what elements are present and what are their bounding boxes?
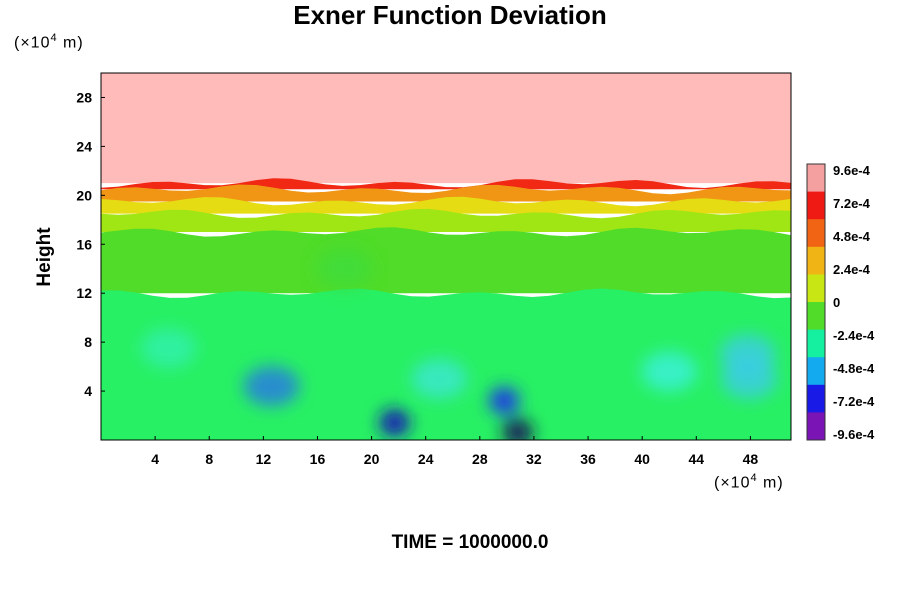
field-anomaly [641, 351, 698, 392]
y-axis-unit: (×104 m) [14, 32, 84, 52]
colorbar-swatch [807, 274, 825, 303]
y-tick-label: 4 [84, 383, 92, 399]
colorbar-swatch [807, 412, 825, 441]
colorbar: 9.6e-4 7.2e-4 4.8e-4 2.4e-4 0 -2.4e-4 -4.8e-4 -… [806, 163, 875, 442]
colorbar-label: 9.6e-4 [833, 163, 871, 178]
x-tick-label: 36 [580, 451, 596, 467]
x-tick-label: 40 [634, 451, 650, 467]
colorbar-swatch [807, 357, 825, 386]
field-layer [101, 227, 791, 294]
x-axis-unit: (×104 m) [714, 472, 784, 492]
field-layer [101, 196, 791, 214]
colorbar-swatch [807, 329, 825, 358]
field-anomaly [502, 418, 534, 440]
x-unit-exponent: 4 [750, 472, 758, 484]
colorbar-swatch [807, 219, 825, 248]
field-anomaly [411, 358, 468, 399]
colorbar-label: 4.8e-4 [833, 229, 871, 244]
colorbar-swatch [807, 246, 825, 275]
y-tick-label: 24 [76, 138, 92, 154]
colorbar-label: -2.4e-4 [833, 328, 875, 343]
x-unit-suffix: m) [757, 474, 784, 492]
colorbar-label: -4.8e-4 [833, 361, 875, 376]
x-tick-label: 24 [418, 451, 434, 467]
field-anomaly [140, 328, 197, 369]
field-anomaly [316, 248, 373, 289]
x-tick-label: 44 [689, 451, 705, 467]
colorbar-swatch [807, 384, 825, 413]
field-anomaly [243, 366, 300, 407]
plot-frame [100, 72, 792, 441]
field-anomaly [721, 358, 778, 399]
y-tick-label: 20 [76, 187, 92, 203]
x-tick-label: 32 [526, 451, 542, 467]
colorbar-swatch [807, 164, 825, 193]
time-label: TIME = 1000000.0 [391, 532, 549, 553]
colorbar-swatch [807, 191, 825, 220]
x-tick-label: 48 [743, 451, 759, 467]
x-unit-prefix: (×10 [714, 474, 751, 492]
colorbar-label: 7.2e-4 [833, 196, 871, 211]
y-tick-label: 12 [76, 285, 92, 301]
y-tick-label: 16 [76, 236, 92, 252]
x-tick-label: 8 [205, 451, 213, 467]
y-unit-exponent: 4 [50, 32, 58, 44]
x-tick-label: 20 [364, 451, 380, 467]
x-tick-label: 12 [256, 451, 272, 467]
x-tick-label: 16 [310, 451, 326, 467]
field-anomaly [488, 386, 520, 415]
colorbar-label: 2.4e-4 [833, 262, 871, 277]
y-axis-label: Height [34, 227, 55, 287]
y-tick-label: 28 [76, 89, 92, 105]
y-unit-suffix: m) [57, 34, 84, 52]
field-layer [101, 208, 791, 233]
field-layer [101, 73, 791, 184]
colorbar-frame [806, 163, 826, 441]
y-ticks: 4 8 12 16 20 24 28 [76, 89, 105, 399]
field-features [140, 248, 778, 440]
y-tick-label: 8 [84, 334, 92, 350]
chart-title: Exner Function Deviation [293, 0, 607, 30]
colorbar-label: 0 [833, 295, 840, 310]
plot-area [101, 73, 791, 440]
field-anomaly [379, 408, 410, 437]
colorbar-label: -9.6e-4 [833, 427, 875, 442]
x-ticks: 4 8 12 16 20 24 28 32 36 40 44 48 [151, 436, 758, 467]
field-layer [101, 184, 791, 202]
colorbar-label: -7.2e-4 [833, 394, 875, 409]
x-tick-label: 28 [472, 451, 488, 467]
colorbar-swatch [807, 302, 825, 331]
y-unit-prefix: (×10 [14, 34, 51, 52]
x-tick-label: 4 [151, 451, 159, 467]
field-layer [101, 178, 791, 190]
